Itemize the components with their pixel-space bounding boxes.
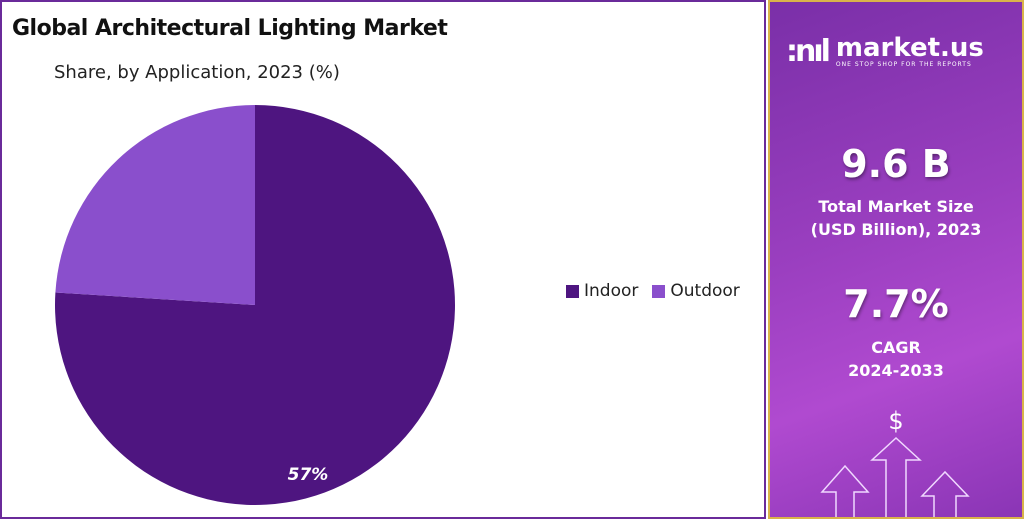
- brand-name: market.us: [835, 33, 984, 63]
- chart-subtitle: Share, by Application, 2023 (%): [54, 62, 340, 83]
- cagr-label: CAGR: [871, 338, 921, 357]
- legend: Indoor Outdoor: [566, 281, 740, 301]
- legend-swatch: [652, 284, 666, 298]
- chart-panel: Global Architectural Lighting Market Sha…: [0, 0, 766, 519]
- pie-chart: 57%: [54, 105, 455, 505]
- chart-title: Global Architectural Lighting Market: [12, 16, 448, 41]
- market-size-label: Total Market Size: [818, 197, 974, 216]
- legend-label: Outdoor: [670, 281, 740, 301]
- info-panel: :nıl market.us ONE STOP SHOP FOR THE REP…: [768, 0, 1024, 519]
- growth-arrows-icon: [820, 436, 970, 517]
- legend-swatch: [566, 284, 579, 298]
- legend-label: Indoor: [584, 281, 639, 301]
- data-label-indoor: 57%: [288, 465, 329, 485]
- dollar-icon: $: [888, 407, 904, 435]
- market-size-unit: (USD Billion), 2023: [810, 220, 982, 239]
- cagr-value: 7.7%: [843, 282, 949, 326]
- legend-item-outdoor: Outdoor: [652, 281, 740, 301]
- logo-icon: :nıl: [786, 34, 831, 69]
- cagr-period: 2024-2033: [848, 361, 944, 380]
- pie-slice-outdoor: [55, 105, 255, 305]
- pie-slice-indoor: [54, 105, 455, 505]
- brand-logo: :nıl market.us ONE STOP SHOP FOR THE REP…: [786, 34, 984, 69]
- brand-tagline: ONE STOP SHOP FOR THE REPORTS: [835, 61, 972, 68]
- legend-item-indoor: Indoor: [566, 281, 638, 301]
- market-size-value: 9.6 B: [841, 142, 951, 186]
